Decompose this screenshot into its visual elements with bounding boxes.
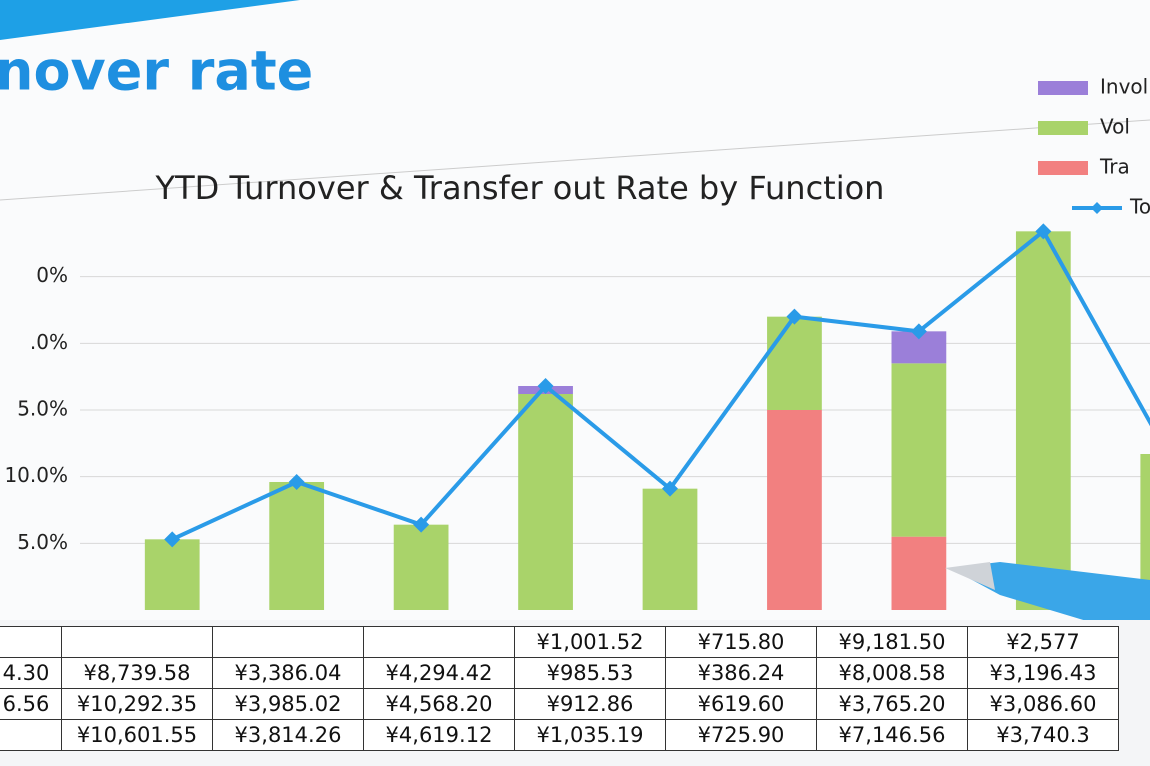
bar-segment xyxy=(393,524,449,610)
table-cell: ¥3,765.20 xyxy=(816,688,968,720)
bar-segment xyxy=(767,316,822,410)
separator xyxy=(0,119,1150,201)
table-cell: ¥7,146.56 xyxy=(816,719,968,751)
table-cell: ¥985.53 xyxy=(514,657,666,689)
table-cell: ¥2,577 xyxy=(967,626,1119,658)
line-marker xyxy=(1035,223,1052,240)
table-cell: ¥3,196.43 xyxy=(967,657,1119,689)
table-row: ¥10,601.55 ¥3,814.26 ¥4,619.12 ¥1,035.19 ¥72… xyxy=(0,719,1119,751)
header-band xyxy=(0,0,300,40)
table-cell: ¥725.90 xyxy=(665,719,817,751)
legend-label: Tra xyxy=(1099,155,1130,179)
table-cell: ¥3,386.04 xyxy=(212,657,364,689)
legend-label: Vol xyxy=(1100,115,1130,139)
y-tick-label: 5.0% xyxy=(17,397,68,421)
legend-swatch xyxy=(1038,161,1088,175)
table-cell: ¥1,001.52 xyxy=(514,626,666,658)
line-marker xyxy=(413,516,430,533)
legend-swatch xyxy=(1038,121,1088,135)
table-cell: ¥4,619.12 xyxy=(363,719,515,751)
table-cell: ¥3,985.02 xyxy=(212,688,364,720)
table-cell: ¥10,601.55 xyxy=(61,719,213,751)
legend-swatch xyxy=(1038,81,1088,95)
table-cell: ¥386.24 xyxy=(665,657,817,689)
table-cell xyxy=(212,626,364,658)
bar-segment xyxy=(767,410,822,610)
table-cell: ¥912.86 xyxy=(514,688,666,720)
table-row: ¥1,001.52 ¥715.80 ¥9,181.50 ¥2,577 xyxy=(0,626,1119,658)
table-cell: 6.56 xyxy=(0,688,62,720)
table-cell: ¥619.60 xyxy=(665,688,817,720)
table-cell xyxy=(363,626,515,658)
table-cell: ¥4,294.42 xyxy=(363,657,515,689)
table-row: 6.56 ¥10,292.35 ¥3,985.02 ¥4,568.20 ¥912.86 ¥… xyxy=(0,688,1119,720)
chart-title: YTD Turnover & Transfer out Rate by Func… xyxy=(155,169,885,207)
page-heading: nover rate xyxy=(0,40,313,103)
bar-segment xyxy=(642,488,698,610)
y-tick-label: 5.0% xyxy=(17,530,68,554)
table-cell: ¥3,740.3 xyxy=(967,719,1119,751)
bar-segment xyxy=(144,539,200,610)
pen xyxy=(945,562,1150,620)
line-marker xyxy=(786,308,803,325)
table-cell: ¥1,035.19 xyxy=(514,719,666,751)
table-cell xyxy=(0,719,62,751)
legend-marker xyxy=(1091,202,1103,214)
bar-segment xyxy=(1015,231,1071,611)
bar-segment xyxy=(269,482,325,610)
bar-segment xyxy=(1140,454,1150,610)
table-cell: ¥10,292.35 xyxy=(61,688,213,720)
table-cell: ¥8,008.58 xyxy=(816,657,968,689)
data-table: ¥1,001.52 ¥715.80 ¥9,181.50 ¥2,577 4.30 ¥8,73… xyxy=(0,626,1119,751)
line-marker xyxy=(537,378,554,394)
line-marker xyxy=(288,474,305,490)
line-marker xyxy=(164,531,181,548)
table-cell: 4.30 xyxy=(0,657,62,689)
legend-label: Invol xyxy=(1100,75,1148,99)
line-marker xyxy=(910,323,927,340)
bar-segment xyxy=(891,536,947,610)
table-cell: ¥3,086.60 xyxy=(967,688,1119,720)
table-cell: ¥8,739.58 xyxy=(61,657,213,689)
table-cell xyxy=(0,626,62,658)
chart: nover rate YTD Turnover & Transfer out R… xyxy=(0,0,1150,620)
y-tick-label: 10.0% xyxy=(4,463,68,487)
y-tick-label: .0% xyxy=(30,330,68,354)
y-tick-label: 0% xyxy=(36,263,68,287)
bar-segment xyxy=(891,363,947,537)
table-cell: ¥4,568.20 xyxy=(363,688,515,720)
bar-segment xyxy=(518,394,573,610)
table-cell: ¥9,181.50 xyxy=(816,626,968,658)
legend-label: To xyxy=(1129,195,1150,219)
table-cell: ¥715.80 xyxy=(665,626,817,658)
table-cell: ¥3,814.26 xyxy=(212,719,364,751)
line-marker xyxy=(662,480,678,497)
paper xyxy=(0,0,1150,620)
table-cell xyxy=(61,626,213,658)
table-row: 4.30 ¥8,739.58 ¥3,386.04 ¥4,294.42 ¥985.53 ¥3… xyxy=(0,657,1119,689)
